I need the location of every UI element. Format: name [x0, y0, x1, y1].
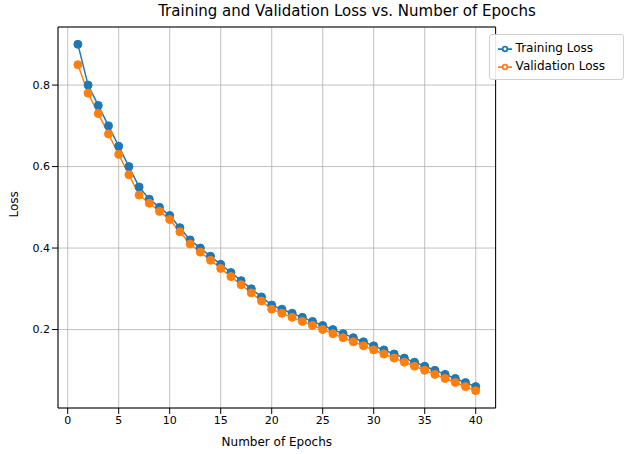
- svg-text:0.2: 0.2: [33, 323, 51, 336]
- svg-text:Number of Epochs: Number of Epochs: [222, 435, 332, 449]
- svg-text:0.4: 0.4: [33, 242, 51, 255]
- svg-text:10: 10: [163, 414, 177, 427]
- svg-text:15: 15: [214, 414, 228, 427]
- html-text:Validation Loss: Validation Loss: [515, 59, 605, 73]
- html-text:Training and Validation Loss v: Training and Validation Loss vs. Number …: [158, 2, 536, 20]
- svg-text:0.6: 0.6: [33, 160, 51, 173]
- svg-text:Loss: Loss: [8, 191, 21, 217]
- svg-text:0.8: 0.8: [33, 79, 51, 92]
- svg-text:0: 0: [64, 414, 71, 427]
- svg-text:20: 20: [265, 414, 279, 427]
- svg-text:5: 5: [115, 414, 122, 427]
- svg-text:40: 40: [469, 414, 483, 427]
- svg-text:30: 30: [367, 414, 381, 427]
- svg-text:25: 25: [316, 414, 330, 427]
- html-text:Training Loss: Training Loss: [515, 41, 594, 55]
- svg-text:35: 35: [418, 414, 432, 427]
